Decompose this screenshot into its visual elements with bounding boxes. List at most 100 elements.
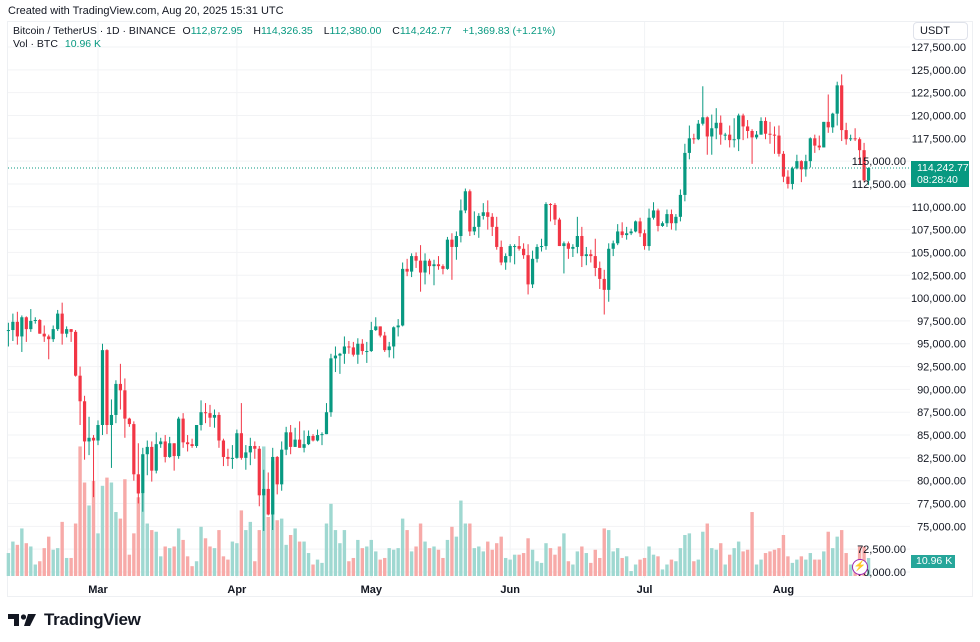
volume-bar	[795, 559, 799, 576]
lightning-bolt-icon[interactable]: ⚡	[852, 559, 868, 575]
candle	[629, 228, 633, 236]
candle-body	[831, 113, 835, 128]
legend-low: 112,380.00	[329, 25, 382, 37]
candle-body	[280, 449, 284, 485]
candle-body	[177, 418, 181, 457]
candle	[705, 116, 709, 155]
volume-bar	[217, 530, 221, 576]
candle-body	[728, 134, 732, 141]
candle-body	[387, 346, 391, 351]
candle-body	[293, 439, 297, 447]
candle-body	[441, 266, 445, 269]
candle	[656, 208, 660, 232]
candle-body	[651, 210, 656, 218]
candle-body	[772, 134, 777, 136]
candle	[598, 261, 602, 289]
candle	[172, 443, 176, 471]
volume-bar	[96, 533, 100, 576]
candle	[647, 208, 651, 251]
volume-bar	[633, 564, 638, 576]
volume-bar	[490, 549, 494, 576]
candle-body	[866, 168, 871, 181]
candle-body	[378, 326, 382, 336]
tradingview-logo[interactable]: TradingView	[8, 610, 141, 630]
volume-bar	[47, 536, 51, 576]
candle	[324, 403, 329, 435]
candle	[190, 438, 194, 448]
candle-body	[150, 446, 154, 471]
volume-bar	[105, 477, 109, 576]
candle	[638, 217, 642, 237]
candle-body	[396, 325, 400, 328]
legend-o-label: O	[182, 25, 191, 37]
volume-bar	[15, 544, 20, 576]
volume-bar	[656, 556, 660, 576]
candle-body	[808, 138, 812, 162]
volume-bar	[342, 530, 347, 576]
volume-bar	[423, 541, 427, 576]
volume-bar	[266, 516, 270, 576]
candle	[87, 416, 91, 456]
volume-bar	[239, 510, 244, 576]
candle-body	[862, 150, 866, 181]
candle	[194, 425, 199, 448]
candle-body	[853, 138, 857, 140]
y-tick-label: 122,500.00	[911, 88, 966, 100]
candle-body	[562, 243, 566, 247]
candle-body	[275, 456, 279, 485]
candle	[795, 154, 799, 170]
candle-body	[423, 260, 427, 273]
volume-bar	[365, 546, 369, 576]
volume-bar	[602, 528, 606, 576]
candle	[284, 426, 288, 456]
candle-body	[306, 435, 311, 445]
volume-bar	[73, 523, 78, 576]
candle	[562, 241, 566, 274]
volume-bar	[190, 566, 194, 576]
y-tick-label: 105,000.00	[911, 247, 966, 259]
candle	[477, 213, 481, 238]
legend-volume-label[interactable]: Vol · BTC	[13, 38, 58, 50]
candle	[96, 420, 100, 446]
last-price-label: 114,242.77 08:28:40	[911, 161, 969, 187]
candle-body	[42, 333, 46, 337]
candle	[315, 429, 320, 442]
candle	[423, 253, 427, 285]
volume-bar	[826, 531, 830, 576]
candle-body	[642, 233, 647, 247]
candle-body	[324, 412, 329, 435]
volume-bar	[136, 497, 141, 576]
candle-body	[69, 329, 73, 332]
candle	[208, 404, 212, 427]
x-tick-label: Jul	[637, 584, 653, 596]
currency-button[interactable]: USDT	[913, 22, 968, 40]
candle-body	[114, 383, 118, 415]
volume-bar	[477, 546, 481, 576]
y-tick-label: 92,500.00	[917, 362, 966, 374]
candle-body	[719, 122, 723, 135]
candle-body	[284, 432, 288, 450]
candle	[374, 317, 378, 331]
volume-bar	[495, 543, 499, 576]
volume-bar	[754, 564, 759, 576]
candle	[56, 309, 60, 331]
candle-body	[638, 221, 642, 234]
volume-bar	[732, 548, 736, 576]
candle	[728, 125, 732, 148]
legend-symbol[interactable]: Bitcoin / TetherUS · 1D · BINANCE	[13, 25, 176, 37]
candle	[351, 341, 355, 357]
candle	[575, 216, 579, 254]
volume-bar	[723, 564, 727, 576]
volume-bar	[383, 557, 387, 576]
candle-body	[746, 126, 750, 131]
candle-body	[230, 457, 234, 459]
candle	[548, 203, 553, 222]
candle	[159, 437, 163, 448]
y-tick-label: 90,000.00	[917, 384, 966, 396]
candle-body	[436, 264, 441, 267]
candle-body	[557, 219, 562, 247]
candle-body	[11, 321, 15, 331]
volume-bar	[378, 559, 382, 576]
candle-body	[710, 128, 714, 137]
